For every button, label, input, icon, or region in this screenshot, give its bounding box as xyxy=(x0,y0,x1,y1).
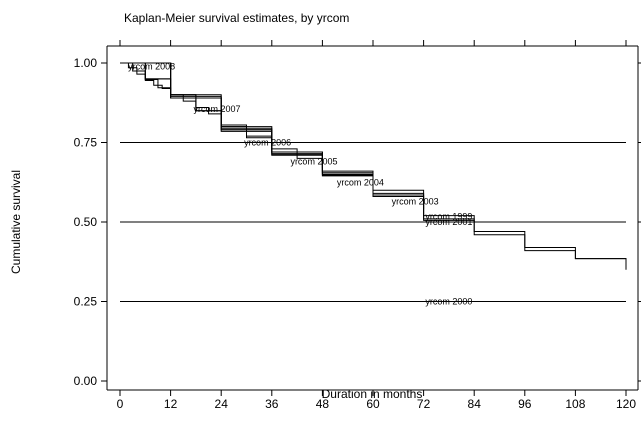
series-label: yrcom 2001 xyxy=(425,217,472,227)
series-label: yrcom 2000 xyxy=(425,297,472,307)
y-tick-label: 0.50 xyxy=(74,215,98,229)
series-label: yrcom 1999 xyxy=(425,211,472,221)
survival-curves xyxy=(120,62,627,270)
series-label: yrcom 2007 xyxy=(193,104,240,114)
x-tick-label: 36 xyxy=(265,397,279,411)
series-label: yrcom 2004 xyxy=(337,177,384,187)
curve-labels: yrcom 2008 yrcom 2007 yrcom 2006 yrcom 2005… xyxy=(128,61,472,306)
x-tick-label: 0 xyxy=(117,397,124,411)
x-tick-label: 48 xyxy=(316,397,330,411)
x-tick-label: 96 xyxy=(518,397,532,411)
x-tick-label: 108 xyxy=(565,397,585,411)
x-tick-label: 72 xyxy=(417,397,431,411)
x-tick-label: 60 xyxy=(366,397,380,411)
y-axis-title: Cumulative survival xyxy=(9,170,23,274)
series-line xyxy=(120,62,627,267)
series-label: yrcom 2008 xyxy=(128,61,175,71)
chart-title: Kaplan-Meier survival estimates, by yrco… xyxy=(124,11,349,25)
x-tick-label: 24 xyxy=(215,397,229,411)
series-label: yrcom 2003 xyxy=(392,196,439,206)
y-tick-label: 0.75 xyxy=(74,136,98,150)
y-tick-label: 0.25 xyxy=(74,295,98,309)
x-tick-label: 120 xyxy=(616,397,636,411)
series-label: yrcom 2005 xyxy=(290,157,337,167)
x-tick-label: 84 xyxy=(468,397,482,411)
y-tick-label: 1.00 xyxy=(74,56,98,70)
x-tick-label: 12 xyxy=(164,397,178,411)
series-line xyxy=(120,62,172,91)
series-label: yrcom 2006 xyxy=(244,138,291,148)
series-line xyxy=(120,62,627,270)
y-tick-label: 0.00 xyxy=(74,374,98,388)
x-axis-title: Duration in months xyxy=(322,387,423,401)
axes: 0 12 24 36 48 60 72 84 96 108 120 0.00 0.25 0.50 0.75 1… xyxy=(74,40,641,411)
reference-lines xyxy=(120,142,626,302)
